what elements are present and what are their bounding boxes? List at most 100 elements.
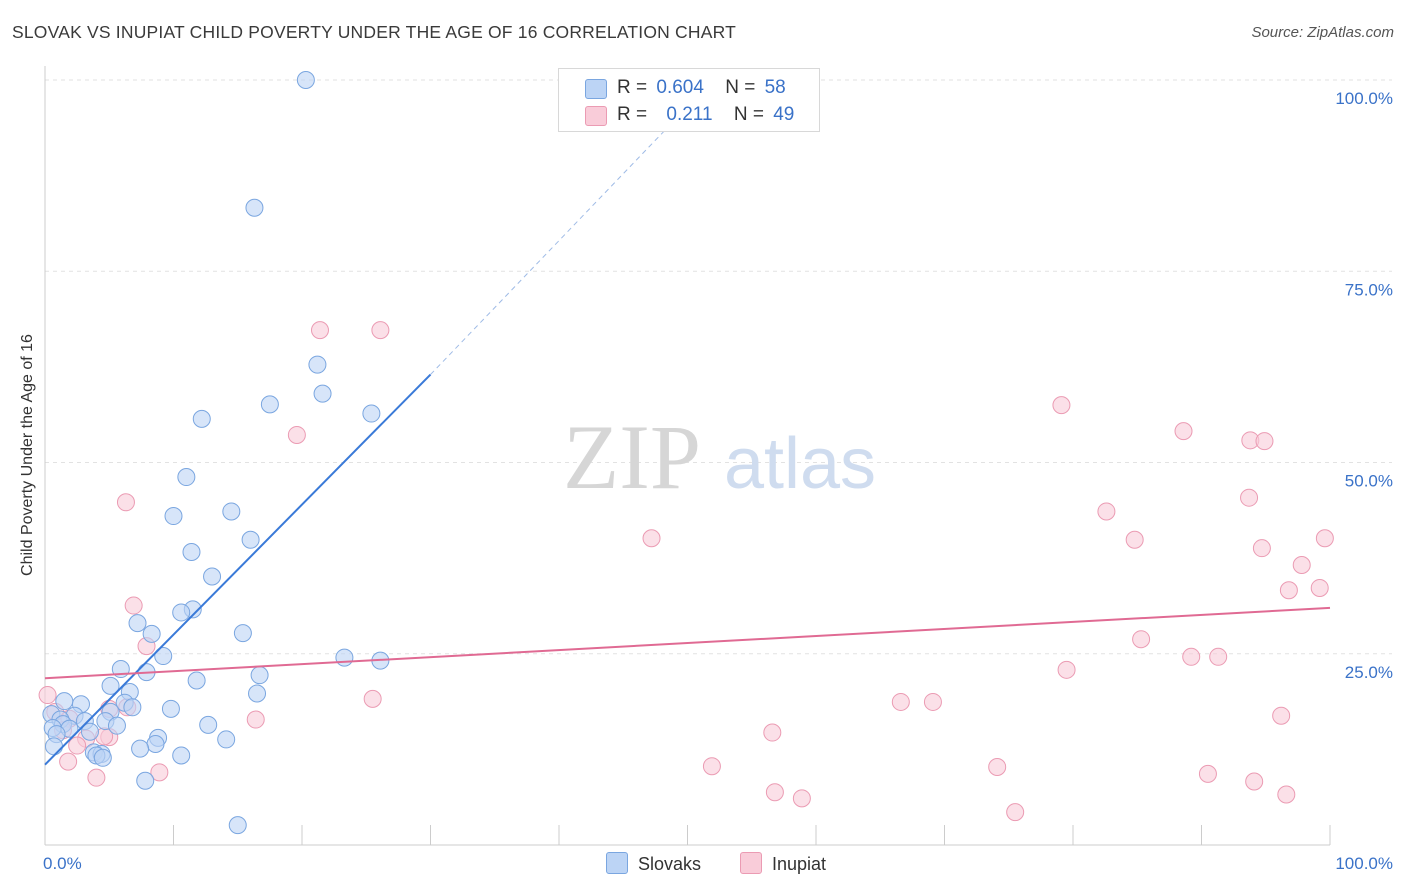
slovaks-point: [123, 698, 142, 717]
slovaks-point: [161, 699, 180, 718]
inupiat-point: [1182, 647, 1201, 666]
inupiat-point: [1292, 556, 1311, 575]
slovaks-point: [217, 730, 236, 749]
inupiat-point: [642, 529, 661, 548]
legend-item-inupiat[interactable]: Inupiat: [740, 852, 826, 875]
slovaks-trend-line: [44, 373, 432, 766]
inupiat-point: [1315, 529, 1334, 548]
inupiat-point: [124, 596, 143, 615]
slovaks-point: [222, 502, 241, 521]
inupiat-point: [1277, 785, 1296, 804]
inupiat-point: [1198, 764, 1217, 783]
inupiat-point: [891, 692, 910, 711]
slovaks-point: [192, 409, 211, 428]
slovaks-point: [187, 671, 206, 690]
chart-title: SLOVAK VS INUPIAT CHILD POVERTY UNDER TH…: [12, 22, 737, 42]
legend-row-inupiat: R = 0.211 N = 49: [559, 102, 819, 128]
y-tick-label: 50.0%: [1345, 472, 1393, 491]
slovaks-point: [245, 198, 264, 217]
inupiat-legend-swatch: [740, 852, 762, 874]
inupiat-r-value: 0.211: [666, 104, 713, 125]
inupiat-point: [792, 789, 811, 808]
slovaks-point: [101, 676, 120, 695]
slovaks-legend-swatch: [606, 852, 628, 874]
slovaks-point: [199, 715, 218, 734]
inupiat-point: [363, 689, 382, 708]
inupiat-point: [38, 686, 57, 705]
slovaks-point: [55, 692, 74, 711]
inupiat-point: [1125, 530, 1144, 549]
legend-item-slovaks[interactable]: Slovaks: [606, 852, 701, 875]
grid-lines: [45, 79, 1392, 655]
watermark-atlas: atlas: [724, 424, 876, 504]
inupiat-point: [150, 763, 169, 782]
slovaks-point: [228, 816, 247, 835]
inupiat-point: [1174, 422, 1193, 441]
slovaks-point: [233, 624, 252, 643]
correlation-legend: R = 0.604 N = 58 R = 0.211 N = 49: [558, 68, 820, 132]
slovaks-point: [296, 71, 315, 89]
inupiat-point: [1006, 803, 1025, 822]
legend-row-slovaks: R = 0.604 N = 58: [559, 75, 819, 101]
y-tick-label: 25.0%: [1345, 663, 1393, 682]
inupiat-point: [763, 723, 782, 742]
inupiat-point: [371, 321, 390, 340]
inupiat-point: [988, 757, 1007, 776]
inupiat-n-label: N =: [733, 104, 764, 125]
inupiat-r-label: R =: [617, 104, 648, 125]
inupiat-point: [1097, 502, 1116, 521]
slovaks-r-label: R =: [617, 77, 648, 98]
inupiat-point: [1310, 578, 1329, 597]
slovaks-point: [313, 384, 332, 403]
slovaks-point: [44, 737, 63, 756]
inupiat-point: [116, 493, 135, 512]
axes: [44, 66, 1331, 846]
watermark: ZIP atlas: [563, 406, 876, 508]
tick-labels: 25.0% 50.0% 75.0% 100.0% 0.0% 100.0%: [43, 89, 1393, 873]
inupiat-points: [38, 321, 1334, 822]
slovaks-point: [131, 739, 150, 758]
inupiat-point: [1132, 630, 1151, 649]
inupiat-point: [923, 692, 942, 711]
inupiat-swatch: [585, 106, 607, 126]
slovaks-point: [250, 666, 269, 685]
series-legend: Slovaks Inupiat: [0, 852, 1406, 876]
inupiat-point: [1209, 647, 1228, 666]
slovaks-point: [172, 603, 191, 622]
inupiat-point: [1252, 539, 1271, 558]
slovaks-point: [172, 746, 191, 765]
slovaks-r-value: 0.604: [656, 77, 704, 98]
inupiat-point: [87, 768, 106, 787]
y-tick-label: 75.0%: [1345, 280, 1393, 299]
inupiat-point: [1245, 772, 1264, 791]
slovaks-legend-label: Slovaks: [638, 854, 702, 874]
inupiat-point: [287, 425, 306, 444]
inupiat-n-value: 49: [773, 104, 795, 125]
inupiat-point: [59, 752, 78, 771]
slovaks-point: [248, 684, 267, 703]
trend-lines: [44, 79, 1331, 766]
slovaks-point: [182, 543, 201, 562]
slovaks-point: [203, 567, 222, 586]
inupiat-point: [1255, 432, 1274, 451]
slovaks-point: [146, 735, 165, 754]
slovaks-point: [308, 355, 327, 374]
inupiat-point: [310, 321, 329, 340]
inupiat-point: [1240, 488, 1259, 507]
x-tick-label-max: 100.0%: [1335, 854, 1393, 873]
inupiat-point: [702, 757, 721, 776]
slovaks-point: [362, 404, 381, 423]
watermark-zip: ZIP: [563, 406, 701, 508]
inupiat-legend-label: Inupiat: [772, 854, 827, 874]
slovaks-point: [136, 771, 155, 790]
inupiat-point: [1279, 581, 1298, 600]
x-tick-label-min: 0.0%: [43, 854, 82, 873]
slovaks-point: [142, 624, 161, 643]
slovaks-point: [93, 748, 112, 767]
slovaks-point: [241, 530, 260, 549]
slovaks-point: [335, 648, 354, 667]
slovaks-point: [154, 647, 173, 666]
y-tick-label: 100.0%: [1335, 89, 1393, 108]
slovaks-point: [260, 395, 279, 414]
inupiat-trend-line: [44, 606, 1331, 680]
